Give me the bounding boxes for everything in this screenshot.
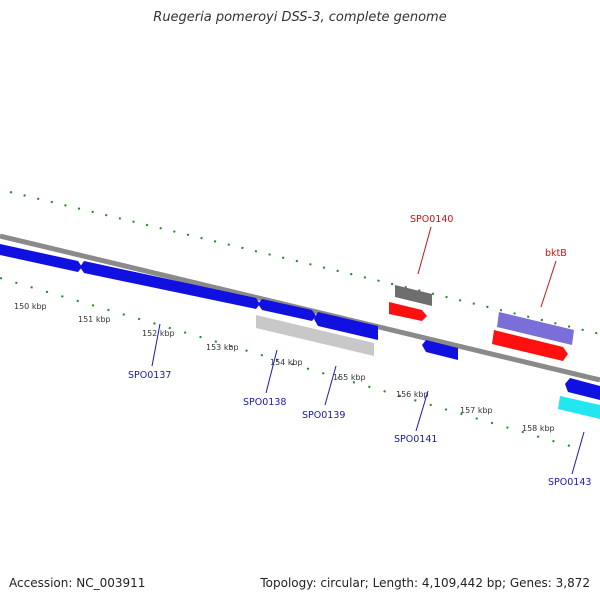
gene-arrow-lightgray[interactable] bbox=[256, 315, 374, 356]
leader-line bbox=[151, 323, 161, 367]
leader-line bbox=[324, 365, 337, 406]
gene-arrow-blue-3[interactable] bbox=[258, 299, 316, 321]
genome-title: Ruegeria pomeroyi DSS-3, complete genome bbox=[153, 10, 447, 25]
gene-arrow-cyan[interactable] bbox=[558, 396, 600, 419]
tick-label: 156 kbp bbox=[396, 390, 429, 399]
gene-arrow-blue-5[interactable] bbox=[422, 340, 458, 360]
tick-label: 157 kbp bbox=[460, 406, 493, 415]
gene-arrow-red-2[interactable] bbox=[492, 330, 568, 361]
tick-label: 151 kbp bbox=[78, 315, 111, 324]
gene-arrow-purple[interactable] bbox=[497, 312, 574, 345]
gene-label-bktb[interactable]: bktB bbox=[545, 248, 567, 259]
tick-label: 153 kbp bbox=[206, 343, 239, 352]
gene-arrow-blue-4[interactable] bbox=[314, 312, 378, 340]
gene-arrow-blue-6[interactable] bbox=[565, 378, 600, 400]
gene-label-spo0139[interactable]: SPO0139 bbox=[302, 410, 345, 421]
outer-tick-track bbox=[9, 191, 600, 335]
gene-label-spo0138[interactable]: SPO0138 bbox=[243, 397, 286, 408]
leader-line bbox=[265, 349, 278, 394]
leader-line bbox=[415, 390, 429, 432]
gene-arrow-gray[interactable] bbox=[395, 285, 432, 306]
gene-label-spo0141[interactable]: SPO0141 bbox=[394, 434, 437, 445]
topology-text: Topology: circular; Length: 4,109,442 bp… bbox=[260, 576, 590, 590]
gene-label-spo0137[interactable]: SPO0137 bbox=[128, 370, 171, 381]
gene-arrow-blue-2[interactable] bbox=[80, 261, 260, 309]
leader-line bbox=[571, 431, 585, 475]
tick-label: 150 kbp bbox=[14, 302, 47, 311]
gene-label-spo0143[interactable]: SPO0143 bbox=[548, 477, 591, 488]
leader-line bbox=[417, 226, 432, 275]
tick-label: 155 kbp bbox=[333, 373, 366, 382]
accession-text: Accession: NC_003911 bbox=[9, 576, 146, 590]
gene-arrow-blue-1[interactable] bbox=[0, 244, 82, 272]
tick-label: 154 kbp bbox=[270, 358, 303, 367]
gene-arrow-red-1[interactable] bbox=[389, 302, 427, 321]
gene-label-spo0140[interactable]: SPO0140 bbox=[410, 214, 453, 225]
leader-line bbox=[540, 260, 557, 308]
tick-label: 158 kbp bbox=[522, 424, 555, 433]
